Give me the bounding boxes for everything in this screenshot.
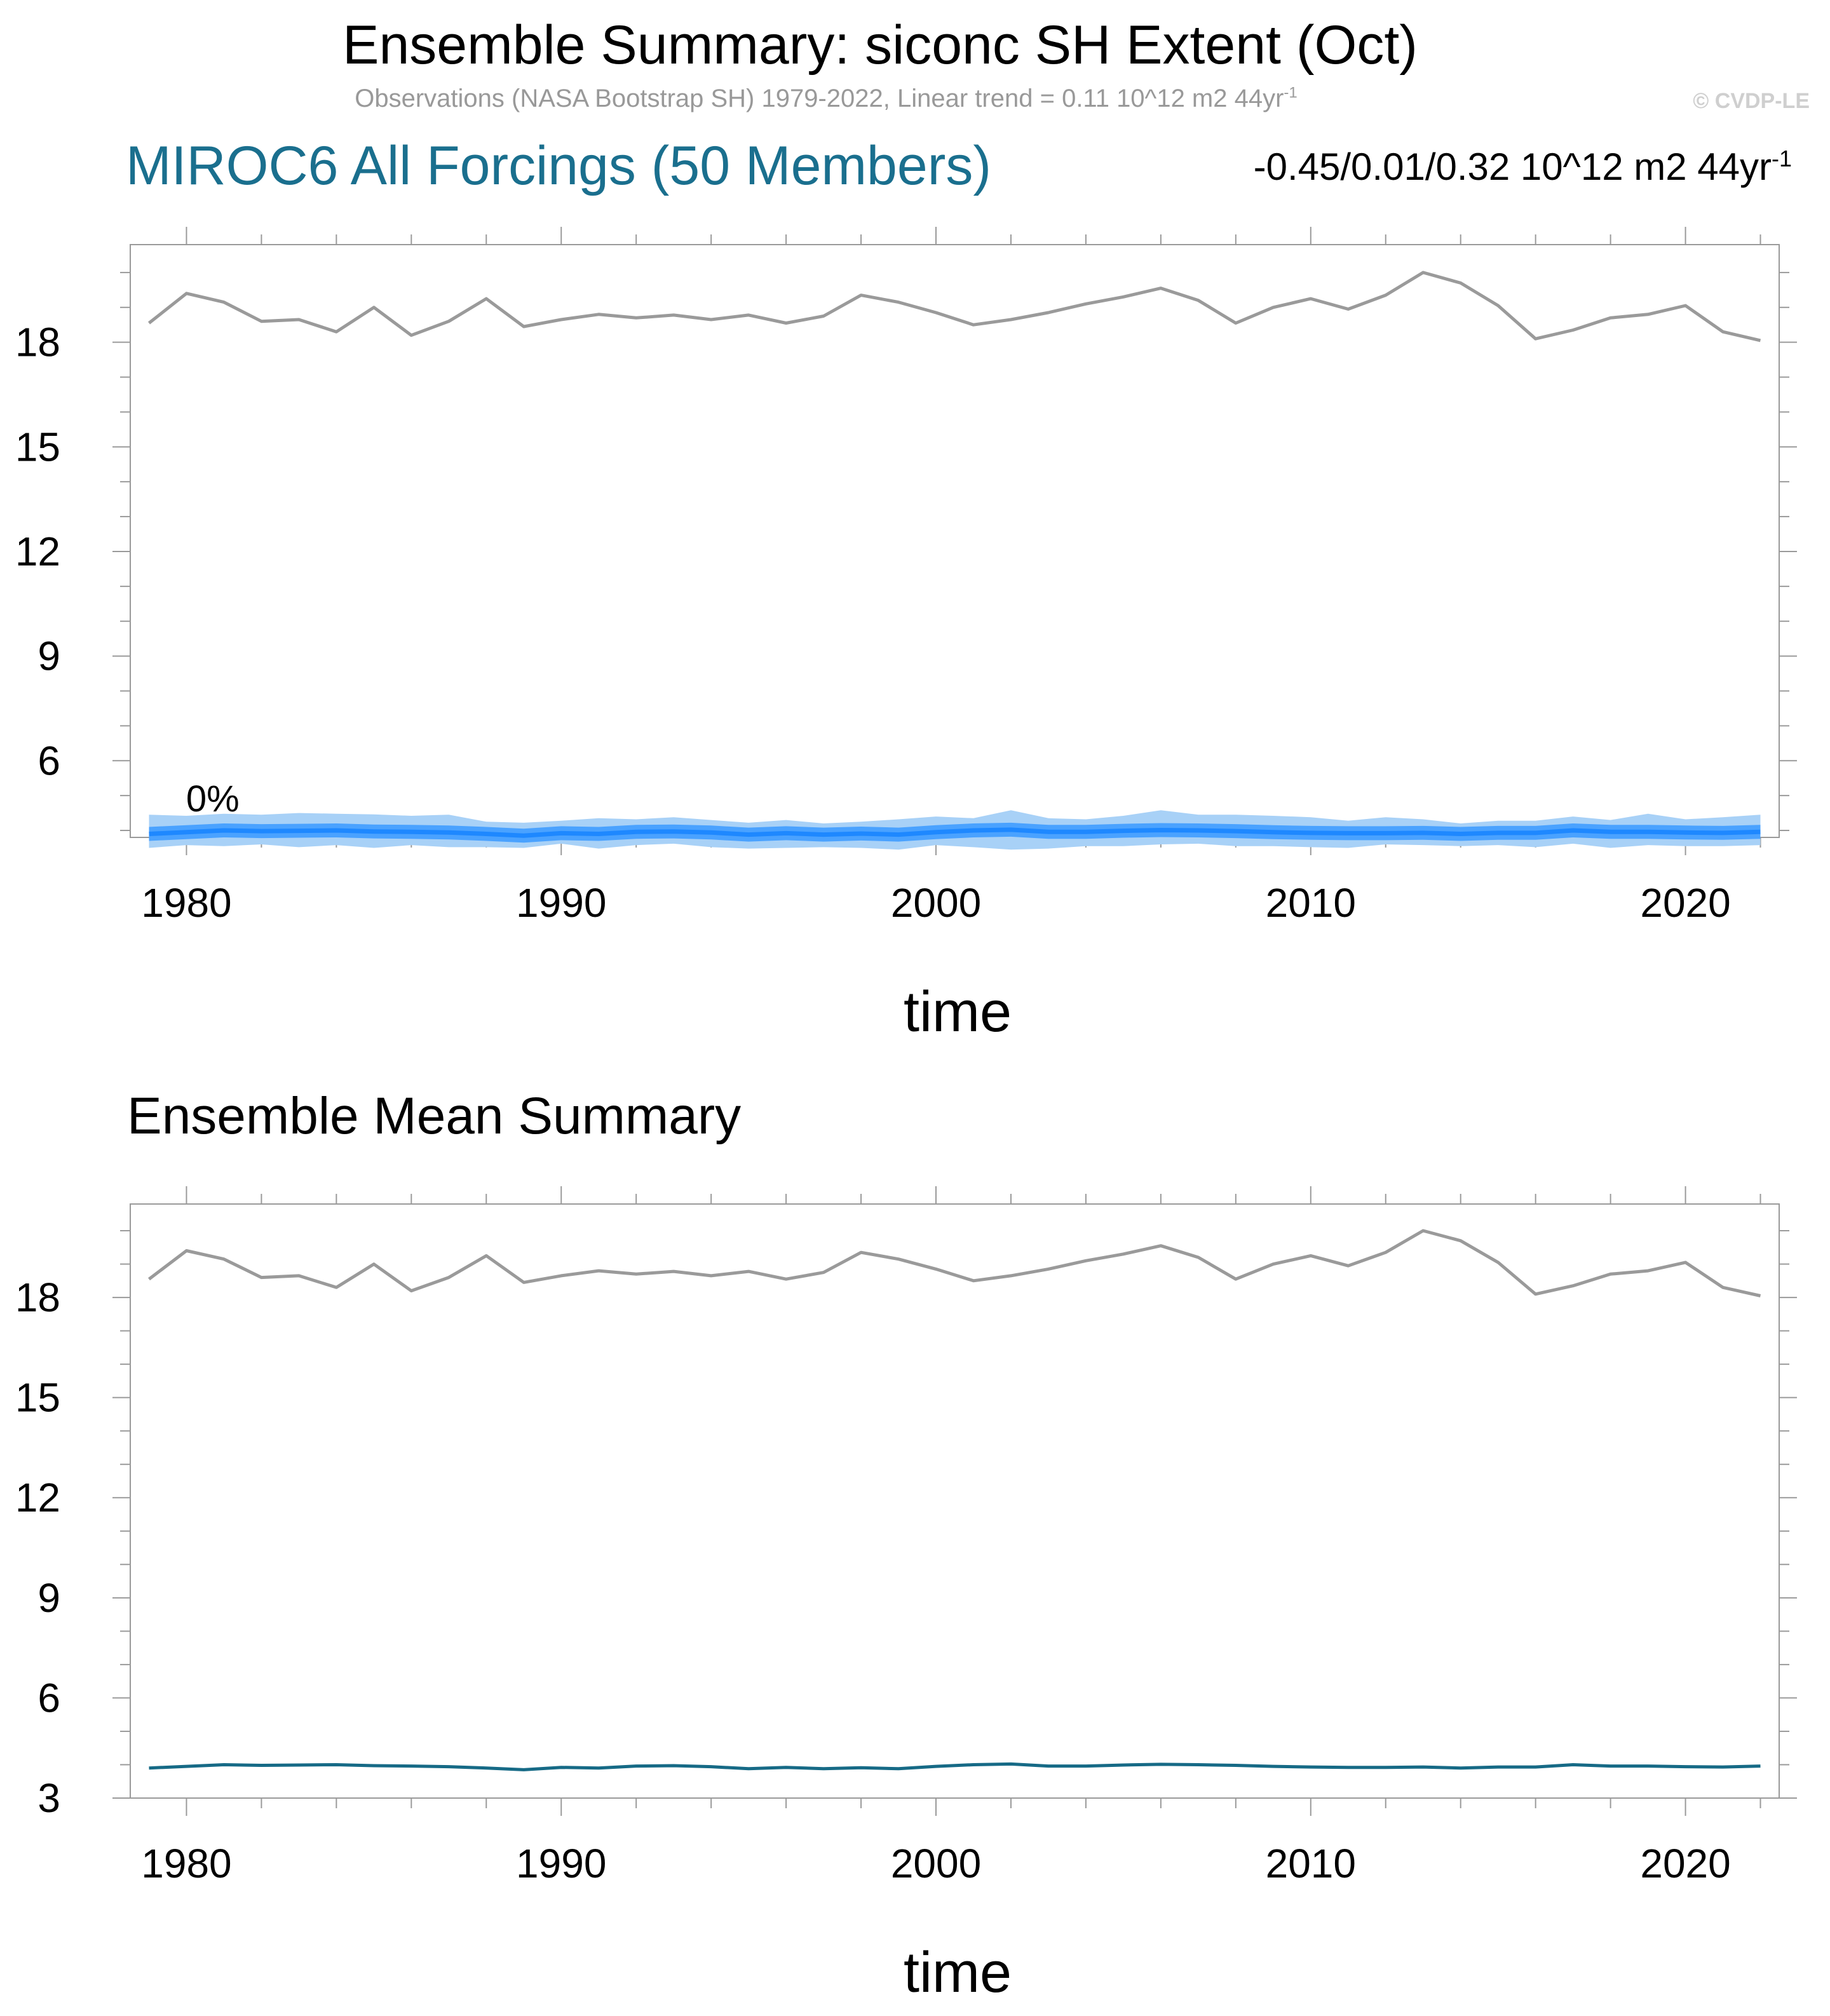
x-tick-label: 1980 (141, 1841, 231, 1886)
x-tick-label: 2000 (891, 1841, 981, 1886)
ensemble-mean-line (149, 827, 1761, 838)
panel-1-left-title: MIROC6 All Forcings (50 Members) (126, 135, 991, 196)
x-tick-label: 2020 (1640, 880, 1730, 926)
observations-line (147, 1229, 1761, 1297)
observations-subtitle: Observations (NASA Bootstrap SH) 1979-20… (355, 84, 1298, 112)
x-tick-label: 2000 (891, 880, 981, 926)
panel-2-plot: 1980 1990 2000 2010 2020 3 6 9 12 15 18 time (15, 1186, 1797, 2005)
x-tick-label: 1980 (141, 880, 231, 926)
watermark: © CVDP-LE (1693, 89, 1810, 113)
panel-1-right-title: -0.45/0.01/0.32 10^12 m2 44yr-1 (1253, 145, 1792, 188)
y-tick-label: 15 (15, 424, 60, 470)
y-tick-label: 18 (15, 320, 60, 365)
y-tick-label: 12 (15, 529, 60, 574)
x-tick-label: 1990 (516, 880, 606, 926)
x-tick-label: 1990 (516, 1841, 606, 1886)
y-tick-label: 12 (15, 1475, 60, 1520)
plot-frame (130, 1203, 1780, 1799)
chart-main-title: Ensemble Summary: siconc SH Extent (Oct) (342, 15, 1418, 76)
percent-annotation: 0% (186, 778, 240, 820)
panel-1-plot: 1980 1990 2000 2010 2020 6 9 12 15 18 time 0% (15, 227, 1797, 1044)
panel-2-left-title: Ensemble Mean Summary (127, 1087, 742, 1145)
y-tick-label: 6 (37, 1675, 60, 1721)
y-tick-label: 6 (37, 738, 60, 783)
x-tick-label: 2020 (1640, 1841, 1730, 1886)
ensemble-mean-line (149, 1762, 1761, 1771)
y-tick-label: 3 (37, 1775, 60, 1821)
observations-line (147, 271, 1761, 342)
x-axis-label: time (904, 1941, 1012, 2005)
x-axis-label: time (904, 980, 1012, 1044)
x-tick-label: 2010 (1266, 880, 1356, 926)
x-tick-label: 2010 (1266, 1841, 1356, 1886)
y-tick-label: 18 (15, 1275, 60, 1320)
y-tick-label: 15 (15, 1375, 60, 1421)
y-tick-label: 9 (37, 633, 60, 679)
y-tick-label: 9 (37, 1575, 60, 1621)
